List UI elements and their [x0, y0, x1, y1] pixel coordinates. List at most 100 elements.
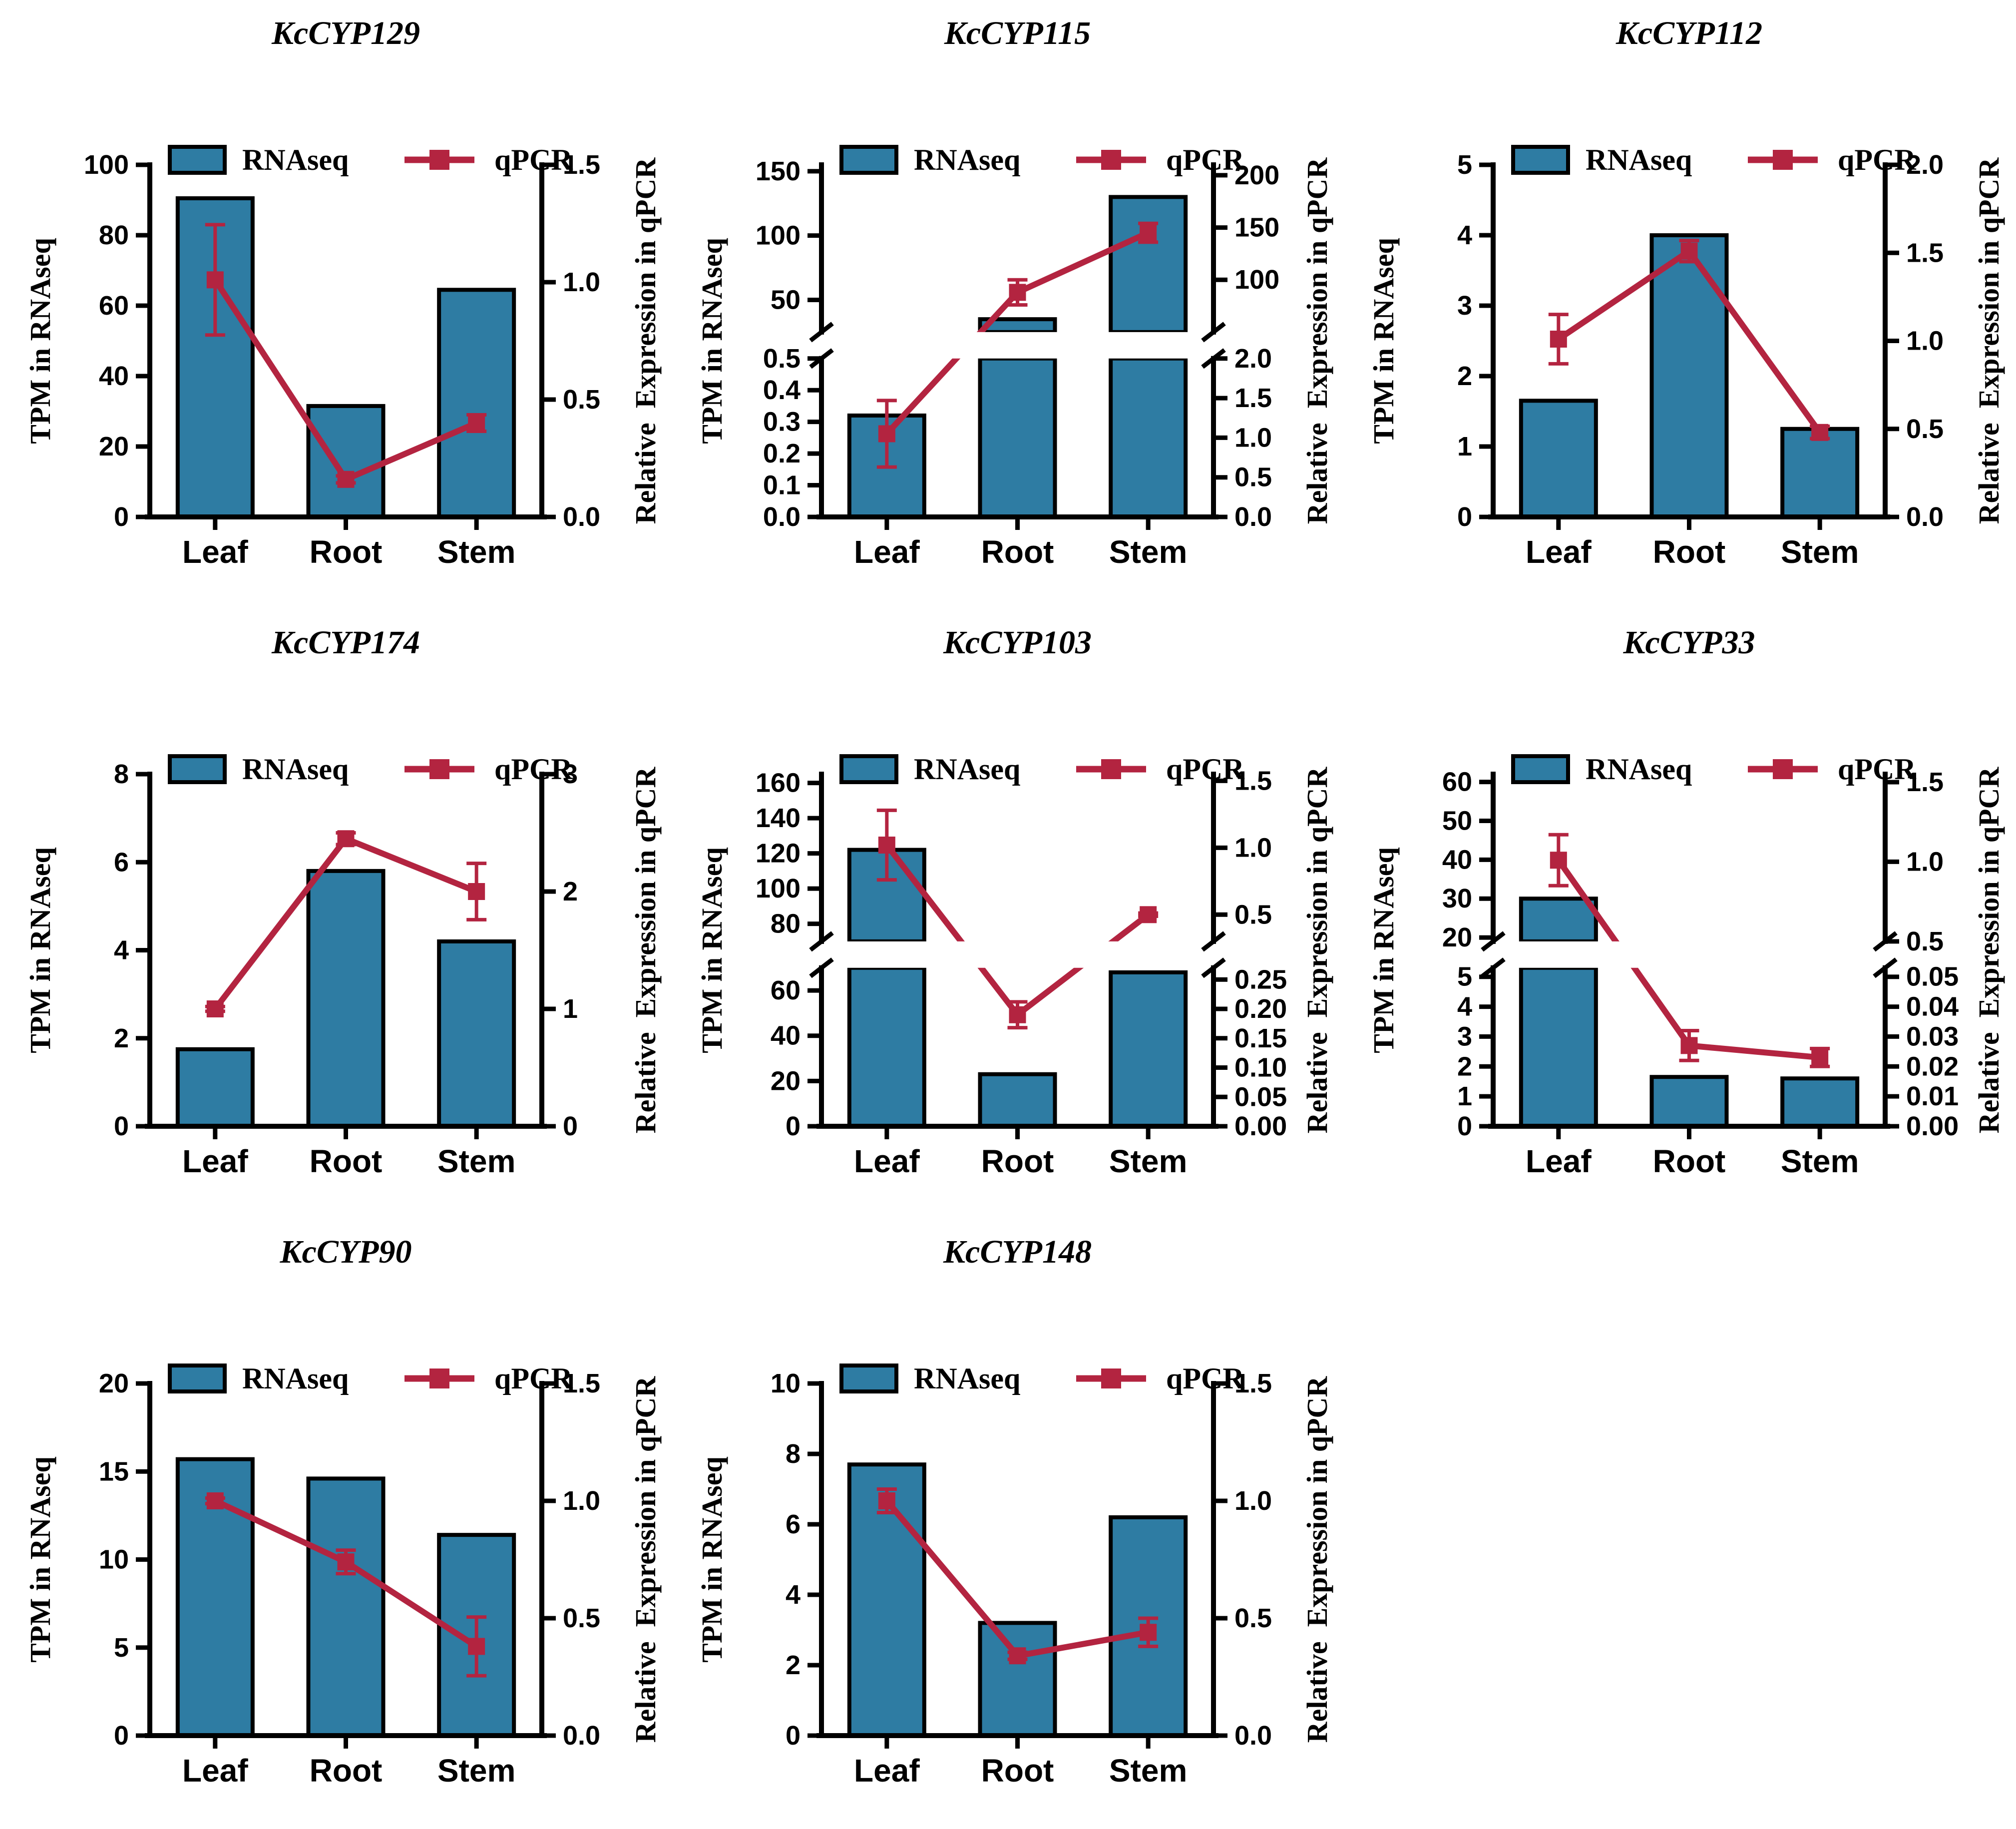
rnaseq-bar	[1649, 1075, 1729, 1129]
chart-svg: 0.00.10.20.30.40.5501001500.00.51.01.52.…	[696, 15, 1333, 570]
right-tick-label: 1.0	[1234, 1486, 1272, 1516]
right-tick-label: 0.00	[1234, 1111, 1287, 1141]
rnaseq-bar	[1109, 356, 1188, 519]
category-label: Stem	[437, 1753, 516, 1789]
category-label: Stem	[437, 1143, 516, 1179]
category-label: Root	[310, 534, 383, 570]
legend-rnaseq-swatch	[168, 1364, 227, 1393]
legend-qpcr-marker	[429, 759, 449, 779]
right-tick-label: 1.0	[563, 1486, 600, 1516]
left-axis-title: TPM in RNAseq	[1367, 847, 1400, 1053]
chart-title: KcCYP33	[1623, 624, 1755, 661]
right-tick-label: 0.20	[1234, 994, 1287, 1024]
rnaseq-bar	[437, 288, 516, 519]
rnaseq-bar	[1519, 897, 1598, 943]
axis-break-icon	[809, 322, 834, 343]
chart-svg: 0 1 2 3 4 5 0.0 0.5 1.0 1.5 2.0 Leaf Root Stem TPM in …	[1367, 15, 2005, 570]
legend-rnaseq-swatch	[1511, 145, 1570, 175]
left-axis-title: TPM in RNAseq	[24, 1456, 56, 1662]
qpcr-marker	[1140, 906, 1157, 923]
rnaseq-bar	[175, 1047, 255, 1128]
left-tick-label: 0.3	[763, 407, 801, 437]
right-tick-label: 1.5	[1234, 383, 1272, 413]
axis-break-icon	[1481, 957, 1506, 978]
right-axis-title: Relative Expression in qPCR	[1973, 767, 2005, 1134]
right-tick-label: 1.5	[1906, 767, 1944, 797]
right-tick-label: 0.0	[1234, 1721, 1272, 1751]
left-tick-label: 4	[1457, 220, 1472, 250]
left-tick-label: 0	[786, 1721, 801, 1751]
right-tick-label: 1.0	[1906, 847, 1944, 877]
right-tick-label: 0.5	[563, 385, 600, 415]
right-tick-label: 0.03	[1906, 1021, 1959, 1051]
right-tick-label: 200	[1234, 160, 1279, 190]
legend-qpcr-label: qPCR	[494, 143, 573, 176]
chart-title: KcCYP148	[943, 1234, 1092, 1270]
qpcr-marker	[878, 1492, 895, 1509]
left-tick-label: 120	[756, 839, 801, 869]
right-tick-label: 1.5	[1906, 238, 1944, 268]
chart-svg: 0 20 40 60 80 100 0.0 0.5 1.0 1.5 Leaf Root Stem TPM …	[24, 15, 662, 570]
qpcr-marker	[1680, 1037, 1698, 1054]
right-tick-label: 0.05	[1234, 1082, 1287, 1112]
legend-rnaseq-swatch	[839, 1364, 898, 1393]
right-tick-label: 1.0	[1906, 326, 1944, 356]
left-tick-label: 0	[114, 1111, 129, 1141]
left-tick-label: 3	[1457, 1021, 1472, 1051]
category-label: Stem	[1781, 534, 1859, 570]
left-tick-label: 10	[771, 1369, 801, 1398]
legend-qpcr-marker	[429, 1369, 449, 1388]
left-tick-label: 100	[756, 221, 801, 251]
right-tick-label: 0.0	[1234, 502, 1272, 532]
left-tick-label: 50	[1442, 806, 1472, 836]
chart-cell-kccyp103: 0 20 40 60 80 100 120 140 160 0.00 0.05 0.10 0.15 0.2…	[672, 609, 1343, 1219]
category-label: Stem	[1109, 534, 1188, 570]
rnaseq-bar	[1780, 427, 1860, 519]
legend-qpcr-marker	[1101, 759, 1121, 779]
axis-break-icon	[809, 957, 834, 978]
right-tick-label: 2.0	[1234, 344, 1272, 374]
legend-rnaseq-label: RNAseq	[1586, 143, 1692, 176]
qpcr-marker	[206, 1492, 224, 1509]
qpcr-marker	[878, 836, 895, 854]
legend-qpcr-label: qPCR	[494, 1362, 573, 1395]
left-tick-label: 6	[114, 847, 129, 877]
category-label: Root	[981, 1143, 1054, 1179]
qpcr-marker	[468, 415, 485, 432]
rnaseq-bar	[437, 939, 516, 1128]
rnaseq-bar	[978, 1621, 1057, 1738]
left-tick-label: 50	[771, 285, 801, 315]
legend-rnaseq-label: RNAseq	[242, 1362, 349, 1395]
qpcr-marker	[206, 1000, 224, 1017]
left-tick-label: 2	[114, 1023, 129, 1053]
left-tick-label: 60	[1442, 767, 1472, 797]
left-axis-title: TPM in RNAseq	[24, 847, 56, 1053]
category-label: Root	[1653, 1143, 1726, 1179]
qpcr-marker	[468, 883, 485, 900]
right-axis-title: Relative Expression in qPCR	[1301, 767, 1333, 1134]
qpcr-marker	[337, 830, 355, 848]
left-tick-label: 4	[786, 1580, 801, 1610]
legend-rnaseq-label: RNAseq	[1586, 753, 1692, 786]
qpcr-marker	[206, 271, 224, 289]
right-tick-label: 0.01	[1906, 1081, 1959, 1111]
rnaseq-bar	[978, 1072, 1057, 1129]
qpcr-marker	[1140, 1624, 1157, 1641]
left-tick-label: 160	[756, 768, 801, 798]
left-tick-label: 1	[1457, 1081, 1472, 1111]
qpcr-marker	[1680, 242, 1698, 260]
chart-title: KcCYP174	[271, 624, 420, 661]
right-tick-label: 0.04	[1906, 992, 1959, 1022]
right-tick-label: 150	[1234, 213, 1279, 243]
right-axis-title: Relative Expression in qPCR	[629, 157, 662, 524]
right-tick-label: 1.5	[1234, 1369, 1272, 1398]
left-tick-label: 80	[771, 909, 801, 939]
right-tick-label: 1	[563, 994, 578, 1024]
qpcr-marker	[1550, 330, 1567, 348]
category-label: Leaf	[182, 1143, 248, 1179]
chart-cell-kccyp115: 0.0 0.1 0.2 0.3 0.4 0.5 50 100 150 0.0 0.5 1.0 1.5 2.…	[672, 0, 1343, 609]
rnaseq-bar	[1519, 399, 1598, 519]
right-tick-label: 2.0	[1906, 150, 1944, 180]
axis-break-icon	[1201, 931, 1226, 952]
